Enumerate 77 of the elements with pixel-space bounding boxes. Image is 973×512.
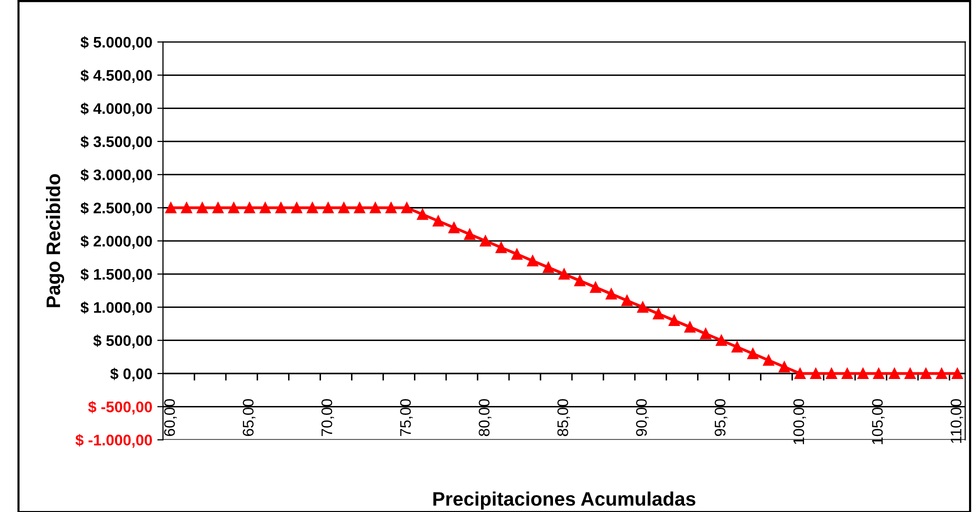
point	[952, 368, 963, 380]
x-tick-label: 95,00	[714, 399, 728, 436]
point	[338, 202, 350, 214]
point	[920, 368, 932, 380]
point	[888, 368, 900, 380]
point	[480, 235, 491, 246]
x-tick-label: 65,00	[242, 399, 256, 436]
point	[228, 202, 240, 214]
point	[542, 262, 554, 273]
y-tick-label: $ 500,00	[93, 334, 152, 348]
point	[464, 228, 476, 240]
point	[401, 202, 412, 214]
point	[558, 268, 570, 280]
point	[778, 361, 790, 372]
x-tick-label: 90,00	[636, 399, 649, 436]
y-tick-label: $ 1.500,00	[80, 268, 152, 282]
y-tick-label: $ -500,00	[88, 400, 152, 415]
point	[448, 222, 460, 234]
point	[621, 295, 633, 306]
point	[511, 248, 522, 260]
point	[810, 368, 822, 380]
y-tick-label: $ -1.000,00	[75, 434, 152, 448]
point	[606, 288, 617, 300]
x-tick-label: 100,00	[793, 399, 806, 444]
point	[416, 208, 428, 220]
point	[652, 308, 664, 320]
x-tick-label: 110,00	[950, 399, 964, 443]
y-tick-label: $ 4.000,00	[80, 102, 152, 116]
x-tick-label: 60,00	[164, 399, 177, 436]
point	[904, 368, 916, 380]
point	[306, 202, 318, 214]
point	[244, 202, 256, 214]
y-tick-label: $ 2.000,00	[80, 235, 152, 249]
x-tick-label: 70,00	[321, 399, 334, 436]
point	[275, 202, 287, 214]
point	[936, 368, 948, 380]
point	[291, 202, 302, 214]
point	[732, 341, 743, 353]
y-tick-label: $ 1.000,00	[80, 301, 152, 316]
point	[684, 322, 696, 333]
point	[370, 202, 381, 214]
x-tick-label: 75,00	[400, 399, 413, 436]
point	[763, 354, 774, 366]
point	[260, 202, 271, 214]
point	[637, 302, 648, 313]
y-tick-label: $ 3.000,00	[80, 168, 152, 182]
y-axis-title: Pago Recibido	[46, 174, 64, 308]
point	[527, 255, 538, 266]
x-tick-label: 105,00	[872, 399, 885, 444]
x-tick-label: 80,00	[478, 399, 492, 436]
point	[322, 202, 334, 214]
y-tick-label: $ 5.000,00	[80, 36, 152, 50]
point	[794, 368, 806, 380]
point	[700, 328, 712, 340]
point	[574, 275, 586, 286]
point	[747, 348, 758, 360]
point	[857, 368, 869, 380]
y-tick-label: $ 2.500,00	[80, 202, 152, 216]
point	[196, 202, 208, 214]
point	[826, 368, 838, 380]
y-tick-label: $ 4.500,00	[80, 69, 152, 84]
y-tick-label: $ 3.500,00	[80, 136, 152, 150]
point	[496, 242, 507, 254]
point	[873, 368, 884, 380]
x-axis-title: Precipitaciones Acumuladas	[433, 492, 696, 510]
x-tick-label: 85,00	[557, 399, 570, 436]
y-tick-label: $ 0,00	[110, 368, 152, 382]
point	[432, 215, 444, 227]
point	[842, 368, 853, 380]
point	[181, 202, 192, 214]
point	[590, 282, 602, 293]
point	[354, 202, 366, 214]
point	[212, 202, 224, 214]
point	[716, 334, 727, 346]
point	[386, 202, 397, 214]
point	[668, 314, 680, 326]
point	[165, 202, 176, 214]
